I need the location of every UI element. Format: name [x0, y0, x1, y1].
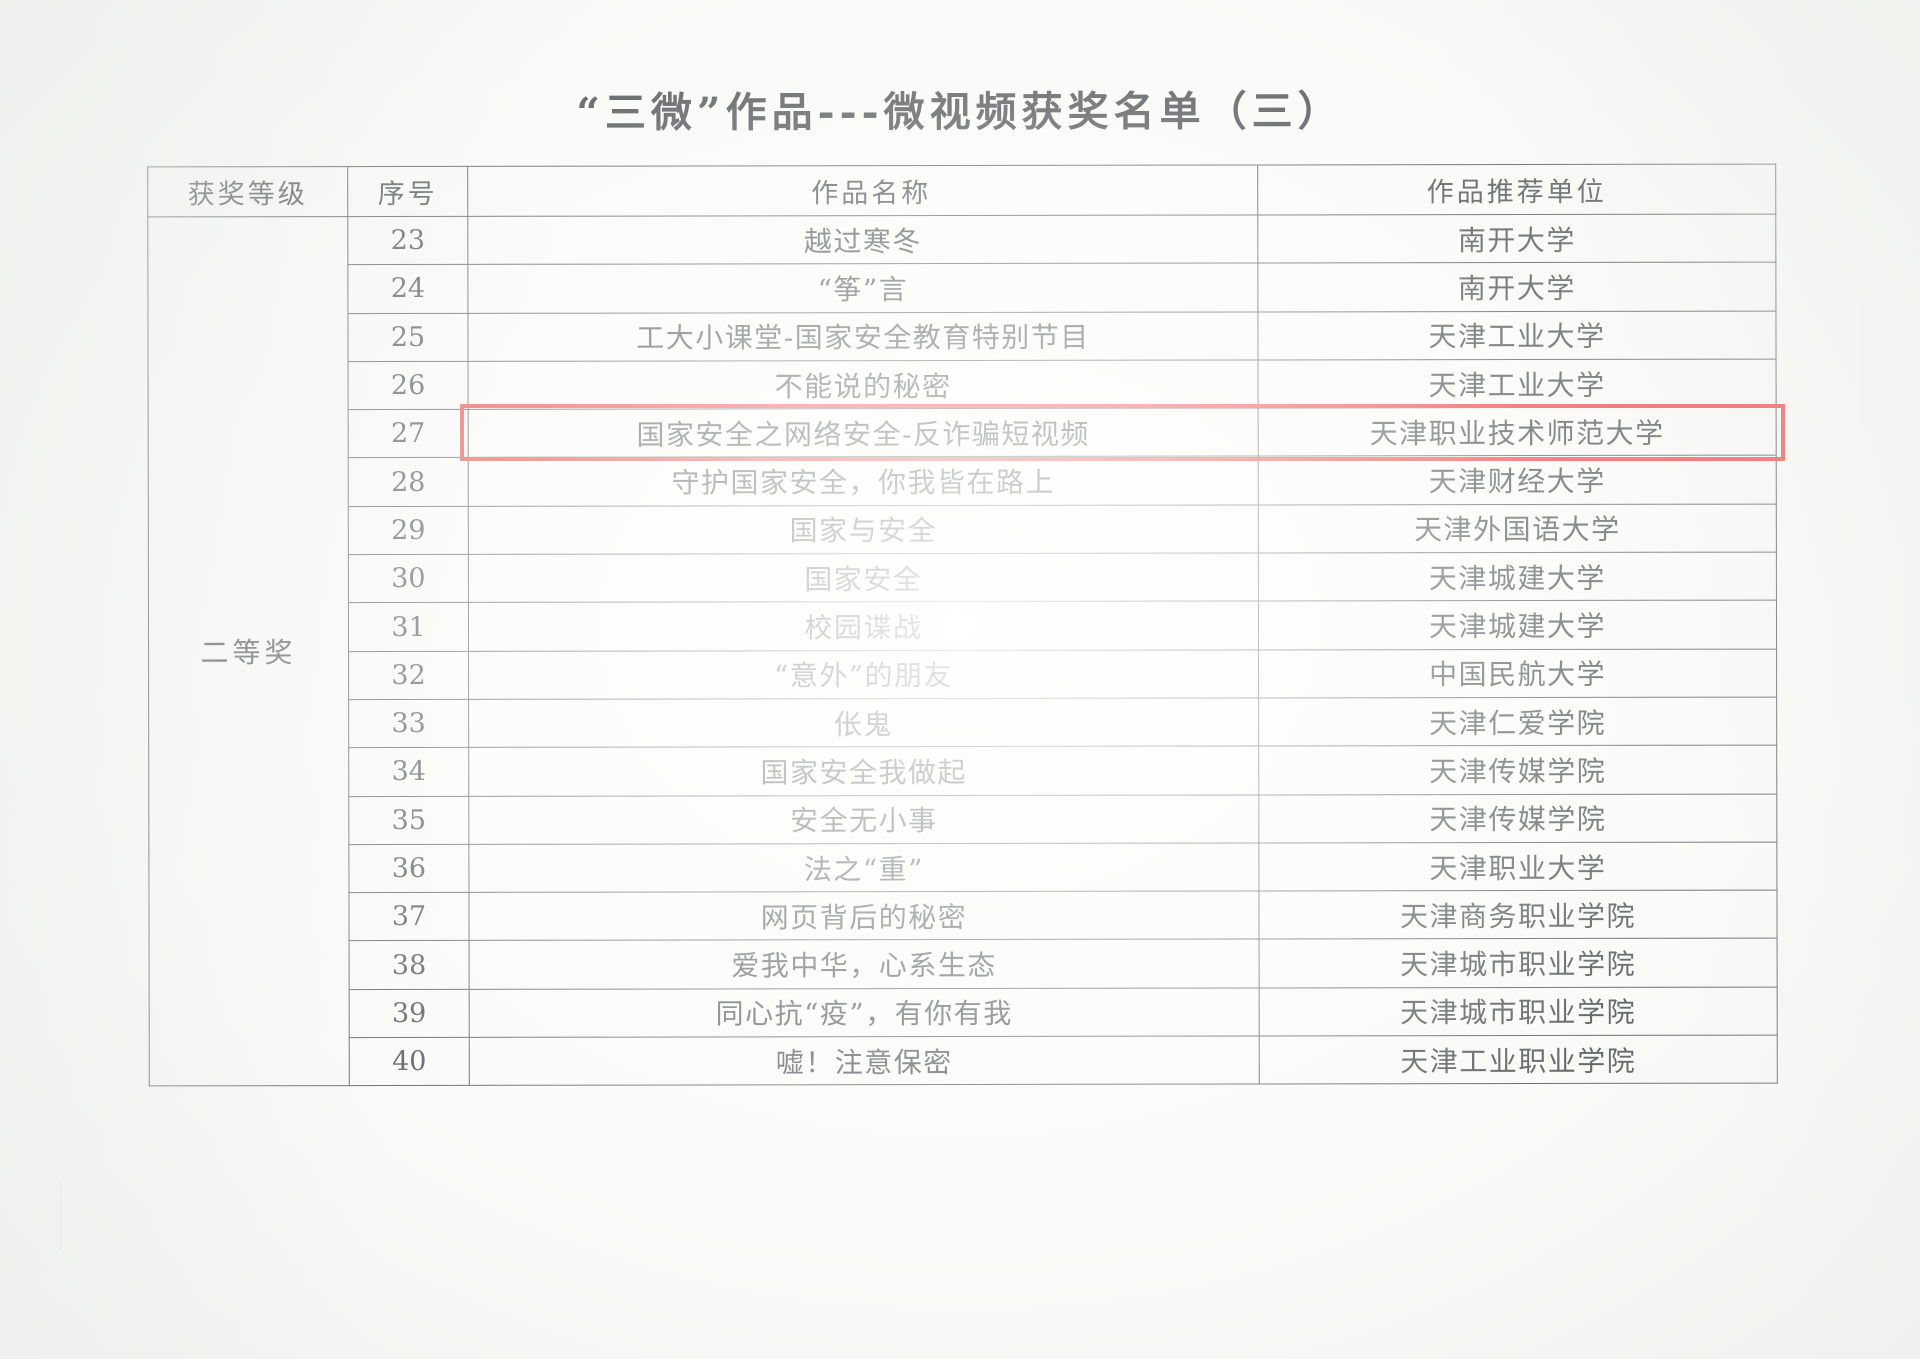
row-number-cell: 38: [349, 940, 470, 990]
table-row: 36 法之“重” 天津职业大学: [149, 841, 1777, 893]
row-number-cell: 35: [348, 795, 469, 845]
recommending-unit-cell: 天津工业大学: [1257, 310, 1777, 360]
table-row: 37 网页背后的秘密 天津商务职业学院: [149, 890, 1778, 942]
award-table-container: 获奖等级 序号 作品名称 作品推荐单位 二等奖 23 越过寒冬 南开大学 24 “筝”言南…: [147, 164, 1778, 1087]
recommending-unit-cell: 天津工业职业学院: [1259, 1035, 1778, 1085]
recommending-unit-cell: 天津商务职业学院: [1258, 890, 1778, 940]
work-name-cell: “意外”的朋友: [468, 649, 1259, 700]
table-row: 34 国家安全我做起 天津传媒学院: [149, 745, 1777, 797]
work-name-cell: “筝”言: [467, 263, 1258, 313]
table-header-row: 获奖等级 序号 作品名称 作品推荐单位: [147, 164, 1776, 217]
table-body: 二等奖 23 越过寒冬 南开大学 24 “筝”言 南开大学 25 工大小课堂-国家安全教育特别节…: [147, 214, 1778, 1087]
row-number-cell: 32: [348, 651, 469, 700]
row-number-cell: 30: [348, 554, 469, 603]
work-name-cell: 国家与安全: [468, 504, 1259, 555]
recommending-unit-cell: 中国民航大学: [1258, 648, 1777, 698]
recommending-unit-cell: 天津城市职业学院: [1259, 986, 1778, 1037]
table-row: 39 同心抗“疫”，有你有我 天津城市职业学院: [149, 986, 1778, 1038]
table-row: 33 伥鬼 天津仁爱学院: [149, 697, 1777, 748]
row-number-cell: 39: [349, 989, 470, 1038]
table-row: 40 嘘！注意保密 天津工业职业学院: [149, 1035, 1778, 1086]
table-row: 25 工大小课堂-国家安全教育特别节目 天津工业大学: [148, 310, 1777, 362]
work-name-cell: 爱我中华，心系生态: [469, 939, 1260, 990]
column-header-unit: 作品推荐单位: [1257, 164, 1776, 215]
table-row: 32 “意外”的朋友 中国民航大学: [149, 648, 1777, 700]
table-row: 30 国家安全 天津城建大学: [148, 552, 1777, 603]
table-row: 38 爱我中华，心系生态 天津城市职业学院: [149, 938, 1778, 990]
row-number-cell: 33: [348, 699, 469, 748]
work-name-cell: 守护国家安全，你我皆在路上: [468, 456, 1259, 507]
row-number-cell: 36: [348, 844, 469, 893]
recommending-unit-cell: 天津财经大学: [1258, 455, 1777, 505]
work-name-cell: 国家安全之网络安全-反诈骗短视频: [468, 408, 1259, 458]
work-name-cell: 网页背后的秘密: [468, 891, 1260, 941]
recommending-unit-cell: 天津城市职业学院: [1259, 938, 1778, 988]
table-row: 27 国家安全之网络安全-反诈骗短视频 天津职业技术师范大学: [148, 407, 1777, 459]
scan-artifact: [60, 1180, 61, 1250]
table-row: 31 校园谍战 天津城建大学: [148, 600, 1777, 652]
row-number-cell: 25: [347, 312, 469, 362]
row-number-cell: 23: [347, 216, 468, 265]
table-row: 二等奖 23 越过寒冬 南开大学: [147, 214, 1776, 1087]
row-number-cell: 37: [348, 892, 470, 942]
table-row: 28 守护国家安全，你我皆在路上 天津财经大学: [148, 455, 1777, 507]
recommending-unit-cell: 天津仁爱学院: [1258, 697, 1777, 747]
row-number-cell: 34: [348, 747, 469, 797]
row-number-cell: 24: [347, 264, 468, 314]
recommending-unit-cell: 天津传媒学院: [1258, 793, 1777, 843]
work-name-cell: 法之“重”: [468, 842, 1259, 893]
page-title: “三微”作品---微视频获奖名单（三）: [576, 87, 1344, 137]
row-number-cell: 26: [348, 361, 469, 410]
recommending-unit-cell: 天津城建大学: [1258, 552, 1777, 602]
scan-artifact: [1862, 300, 1863, 420]
recommending-unit-cell: 天津传媒学院: [1258, 745, 1777, 795]
table-row: 26 不能说的秘密 天津工业大学: [148, 358, 1777, 410]
recommending-unit-cell: 南开大学: [1257, 262, 1776, 312]
work-name-cell: 安全无小事: [468, 794, 1259, 845]
row-number-cell: 27: [348, 409, 469, 459]
recommending-unit-cell: 天津外国语大学: [1258, 503, 1777, 554]
table-header: 获奖等级 序号 作品名称 作品推荐单位: [147, 164, 1776, 217]
row-number-cell: 31: [348, 602, 469, 652]
work-name-cell: 国家安全我做起: [468, 746, 1259, 796]
column-header-name: 作品名称: [467, 164, 1258, 217]
recommending-unit-cell: 天津城建大学: [1258, 600, 1777, 650]
work-name-cell: 国家安全: [468, 553, 1259, 603]
table-row: 24 “筝”言 南开大学: [148, 262, 1776, 314]
row-number-cell: 29: [348, 506, 469, 555]
work-name-cell: 同心抗“疫”，有你有我: [469, 987, 1260, 1038]
work-name-cell: 嘘！注意保密: [469, 1036, 1260, 1086]
work-name-cell: 校园谍战: [468, 601, 1259, 652]
recommending-unit-cell: 天津工业大学: [1258, 358, 1777, 409]
column-header-number: 序号: [347, 166, 468, 217]
recommending-unit-cell: 天津职业技术师范大学: [1258, 407, 1777, 457]
table-row: 29 国家与安全 天津外国语大学: [148, 503, 1777, 555]
award-grade-cell: 二等奖: [147, 216, 350, 1087]
work-name-cell: 伥鬼: [468, 697, 1259, 748]
table-row: 35 安全无小事 天津传媒学院: [149, 793, 1777, 845]
recommending-unit-cell: 天津职业大学: [1258, 841, 1777, 892]
column-header-grade: 获奖等级: [147, 166, 348, 217]
recommending-unit-cell: 南开大学: [1257, 214, 1776, 264]
work-name-cell: 越过寒冬: [467, 214, 1258, 265]
row-number-cell: 40: [349, 1037, 470, 1086]
work-name-cell: 不能说的秘密: [468, 359, 1259, 410]
work-name-cell: 工大小课堂-国家安全教育特别节目: [467, 311, 1259, 362]
row-number-cell: 28: [348, 457, 469, 507]
award-table: 获奖等级 序号 作品名称 作品推荐单位 二等奖 23 越过寒冬 南开大学 24 “筝”言南…: [147, 164, 1778, 1087]
